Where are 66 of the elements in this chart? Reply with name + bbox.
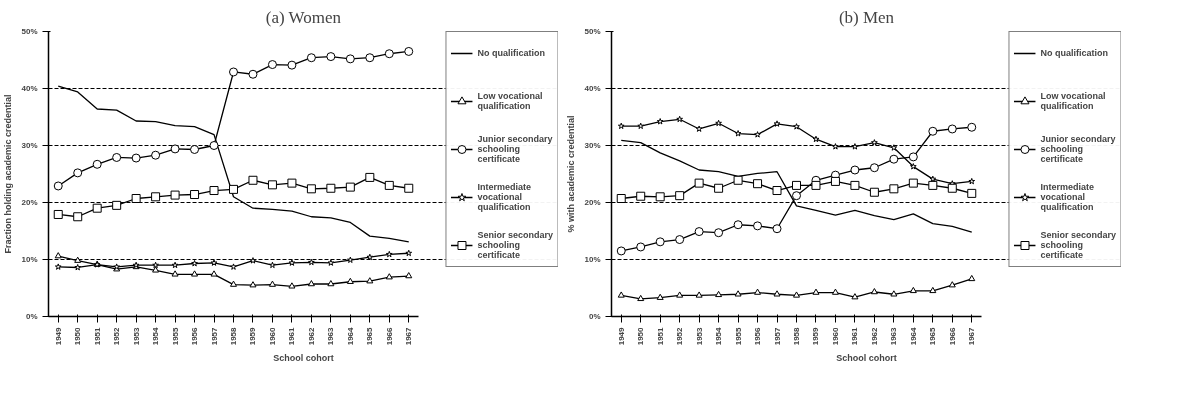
x-tick-label: 1960 — [267, 326, 277, 346]
chart-title: (a) Women — [265, 7, 342, 27]
x-tick-label: 1965 — [928, 326, 938, 346]
y-tick-label: 30% — [21, 141, 38, 150]
x-tick-label: 1960 — [830, 326, 840, 346]
legend-label: No qualification — [477, 47, 545, 60]
x-tick-label: 1964 — [345, 326, 355, 346]
y-tick-label: 50% — [584, 27, 601, 36]
x-tick-label: 1962 — [306, 326, 316, 346]
legend-label: Low vocational qualification — [1040, 90, 1106, 113]
x-tick-label: 1965 — [365, 326, 375, 346]
x-tick-label: 1958 — [229, 326, 238, 346]
x-tick-label: 1958 — [792, 326, 801, 346]
x-tick-label: 1961 — [850, 326, 860, 346]
x-tick-label: 1955 — [733, 326, 743, 346]
y-axis-title: Fraction holding academic credential — [3, 94, 14, 254]
y-tick-label: 20% — [584, 198, 601, 207]
x-axis-title: School cohort — [273, 353, 334, 364]
x-tick-label: 1951 — [655, 326, 665, 346]
x-tick-label: 1964 — [908, 326, 918, 346]
legend-label: No qualification — [1040, 47, 1108, 60]
y-axis-title: % with academic credential — [566, 115, 577, 233]
x-tick-label: 1956 — [190, 326, 200, 346]
legend-label: Senior secondary schooling certificate — [1040, 229, 1116, 262]
y-tick-label: 50% — [21, 27, 38, 36]
x-tick-label: 1961 — [287, 326, 297, 346]
x-tick-label: 1966 — [947, 326, 957, 346]
y-tick-label: 10% — [21, 255, 38, 264]
y-tick-label: 20% — [21, 198, 38, 207]
y-tick-label: 40% — [21, 84, 38, 93]
x-tick-label: 1962 — [869, 326, 879, 346]
x-tick-label: 1955 — [170, 326, 180, 346]
x-tick-label: 1949 — [616, 326, 626, 346]
chart-title: (b) Men — [838, 7, 895, 27]
x-tick-label: 1951 — [92, 326, 102, 346]
x-tick-label: 1963 — [326, 326, 336, 346]
x-tick-label: 1950 — [73, 326, 83, 346]
x-tick-label: 1949 — [53, 326, 63, 346]
x-tick-label: 1967 — [967, 326, 977, 346]
x-tick-label: 1956 — [753, 326, 763, 346]
y-tick-label: 0% — [25, 312, 38, 321]
x-tick-label: 1957 — [772, 326, 782, 346]
x-tick-label: 1967 — [404, 326, 414, 346]
y-tick-label: 10% — [584, 255, 601, 264]
x-tick-label: 1953 — [694, 326, 704, 346]
legend-label: Intermediate vocational qualification — [477, 181, 531, 214]
x-axis-title: School cohort — [836, 353, 897, 364]
x-tick-label: 1954 — [714, 326, 724, 346]
legend-label: Intermediate vocational qualification — [1040, 181, 1094, 214]
x-tick-label: 1957 — [209, 326, 219, 346]
x-tick-label: 1954 — [151, 326, 161, 346]
legend-label: Low vocational qualification — [477, 90, 543, 113]
x-tick-label: 1950 — [636, 326, 646, 346]
x-tick-label: 1953 — [131, 326, 141, 346]
x-tick-label: 1966 — [384, 326, 394, 346]
legend-label: Junior secondary schooling certificate — [1040, 133, 1116, 166]
y-tick-label: 40% — [584, 84, 601, 93]
y-tick-label: 30% — [584, 141, 601, 150]
x-tick-label: 1963 — [889, 326, 899, 346]
x-tick-label: 1959 — [248, 326, 258, 346]
y-tick-label: 0% — [588, 312, 601, 321]
x-tick-label: 1952 — [675, 326, 685, 346]
x-tick-label: 1959 — [811, 326, 821, 346]
legend-label: Senior secondary schooling certificate — [477, 229, 553, 262]
legend-label: Junior secondary schooling certificate — [477, 133, 553, 166]
x-tick-label: 1952 — [112, 326, 122, 346]
